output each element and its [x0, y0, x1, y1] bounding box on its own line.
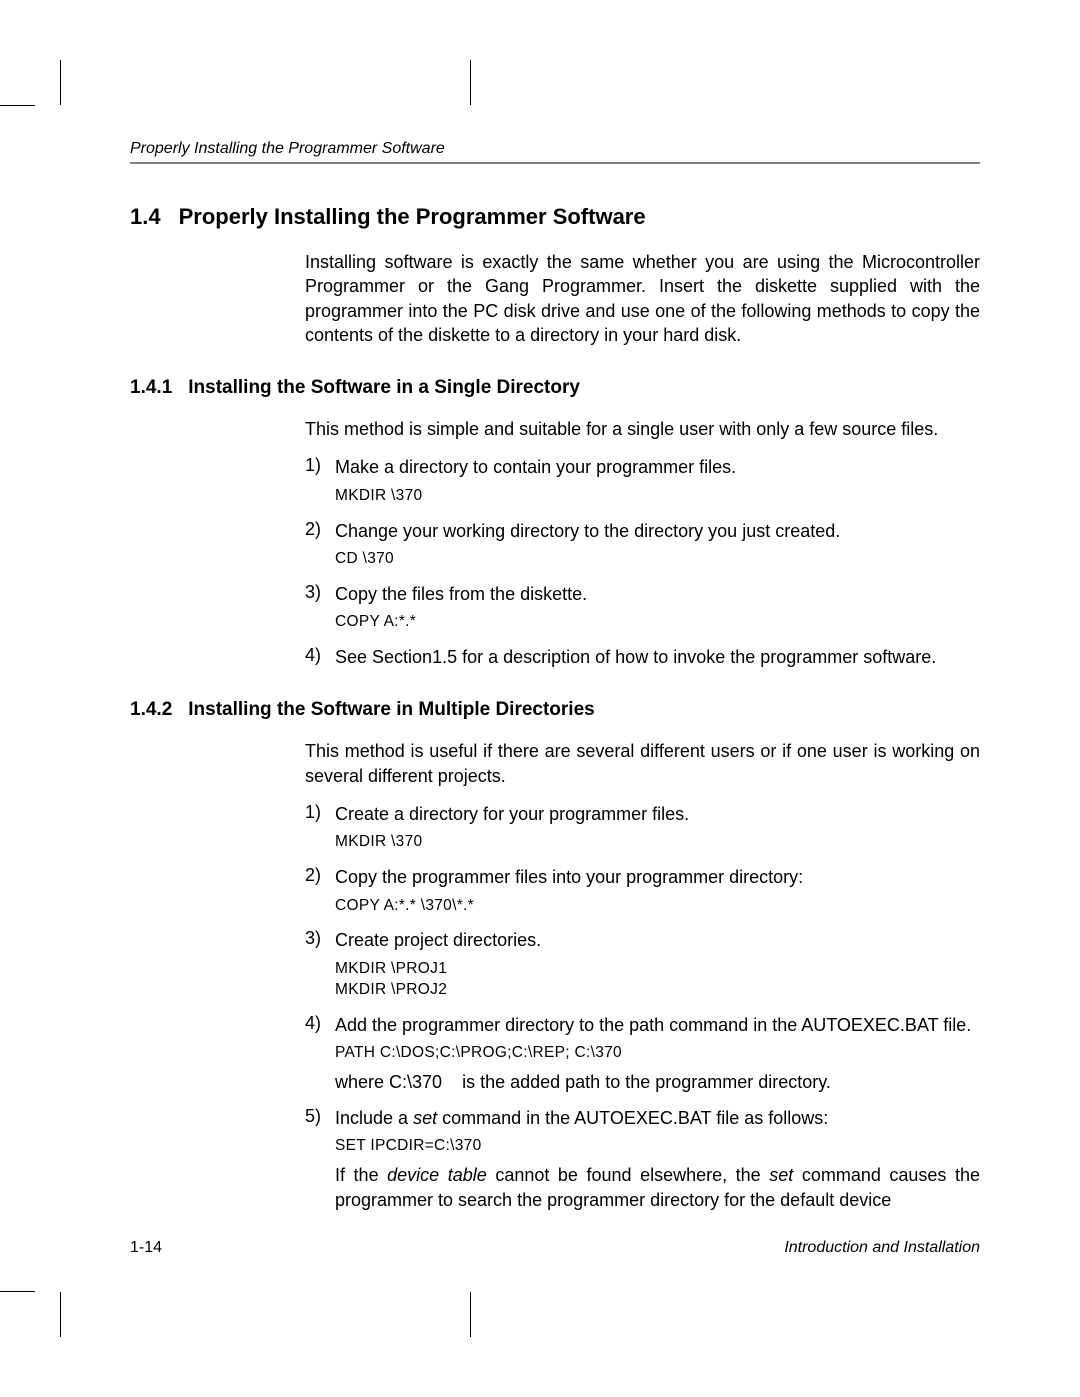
step-note: If the device table cannot be found else… — [335, 1163, 980, 1212]
command-text: MKDIR \PROJ1 — [335, 959, 980, 980]
note-italic: set — [769, 1165, 793, 1185]
subsection-number: 1.4.2 — [130, 699, 172, 721]
step-list: 1) Create a directory for your programme… — [305, 802, 980, 1212]
step-text: Make a directory to contain your program… — [335, 457, 736, 477]
subsection-heading: 1.4.2 Installing the Software in Multiple… — [130, 699, 980, 721]
step-item: 4) Add the programmer directory to the p… — [305, 1013, 980, 1095]
command-text: COPY A:*.* — [335, 612, 980, 633]
step-item: 3) Copy the files from the diskette. COP… — [305, 582, 980, 633]
note-part: If the — [335, 1165, 387, 1185]
step-text: Copy the programmer files into your prog… — [335, 867, 803, 887]
page: Properly Installing the Programmer Softw… — [0, 0, 1080, 1397]
step-item: 1) Create a directory for your programme… — [305, 802, 980, 853]
step-body: See Section1.5 for a description of how … — [335, 645, 980, 669]
subsection-heading: 1.4.1 Installing the Software in a Single… — [130, 377, 980, 399]
step-text-part: command in the AUTOEXEC.BAT file as foll… — [437, 1108, 828, 1128]
step-item: 2) Copy the programmer files into your p… — [305, 865, 980, 916]
step-number: 2) — [305, 865, 335, 916]
subsection-title: Installing the Software in Multiple Dire… — [188, 699, 594, 720]
step-body: Create project directories. MKDIR \PROJ1… — [335, 928, 980, 1000]
command-text: CD \370 — [335, 549, 980, 570]
step-body: Add the programmer directory to the path… — [335, 1013, 980, 1095]
step-number: 3) — [305, 582, 335, 633]
step-item: 1) Make a directory to contain your prog… — [305, 455, 980, 506]
step-body: Create a directory for your programmer f… — [335, 802, 980, 853]
step-text-italic: set — [413, 1108, 437, 1128]
step-item: 3) Create project directories. MKDIR \PR… — [305, 928, 980, 1000]
step-body: Copy the programmer files into your prog… — [335, 865, 980, 916]
step-note: where C:\370 is the added path to the pr… — [335, 1070, 980, 1094]
running-header: Properly Installing the Programmer Softw… — [130, 140, 980, 158]
step-number: 1) — [305, 455, 335, 506]
step-text: See Section1.5 for a description of how … — [335, 647, 936, 667]
step-body: Change your working directory to the dir… — [335, 519, 980, 570]
subsection-intro: This method is useful if there are sever… — [305, 739, 980, 788]
step-body: Include a set command in the AUTOEXEC.BA… — [335, 1106, 980, 1212]
step-item: 4) See Section1.5 for a description of h… — [305, 645, 980, 669]
step-number: 2) — [305, 519, 335, 570]
step-text-part: Include a — [335, 1108, 413, 1128]
command-text: PATH C:\DOS;C:\PROG;C:\REP; C:\370 — [335, 1043, 980, 1064]
page-footer: 1-14 Introduction and Installation — [130, 1239, 980, 1257]
step-number: 3) — [305, 928, 335, 1000]
step-body: Copy the files from the diskette. COPY A… — [335, 582, 980, 633]
command-text: SET IPCDIR=C:\370 — [335, 1136, 980, 1157]
subsection-intro: This method is simple and suitable for a… — [305, 417, 980, 441]
note-italic: device table — [387, 1165, 487, 1185]
subsection-number: 1.4.1 — [130, 377, 172, 399]
subsection-title: Installing the Software in a Single Dire… — [188, 377, 580, 398]
step-text: Copy the files from the diskette. — [335, 584, 587, 604]
step-text: Create a directory for your programmer f… — [335, 804, 689, 824]
section-heading: 1.4 Properly Installing the Programmer So… — [130, 204, 980, 230]
section-intro: Installing software is exactly the same … — [305, 250, 980, 347]
step-text: Change your working directory to the dir… — [335, 521, 840, 541]
command-text: MKDIR \PROJ2 — [335, 980, 980, 1001]
note-part: cannot be found elsewhere, the — [487, 1165, 769, 1185]
step-text: Add the programmer directory to the path… — [335, 1015, 971, 1035]
page-number: 1-14 — [130, 1239, 162, 1257]
note-part: where C:\370 — [335, 1072, 442, 1092]
chapter-name: Introduction and Installation — [784, 1239, 980, 1257]
step-body: Make a directory to contain your program… — [335, 455, 980, 506]
step-number: 4) — [305, 645, 335, 669]
step-item: 2) Change your working directory to the … — [305, 519, 980, 570]
header-rule — [130, 162, 980, 164]
section-title: Properly Installing the Programmer Softw… — [179, 204, 646, 229]
section-number: 1.4 — [130, 204, 161, 230]
step-number: 4) — [305, 1013, 335, 1095]
note-part: is the added path to the programmer dire… — [462, 1072, 831, 1092]
step-list: 1) Make a directory to contain your prog… — [305, 455, 980, 669]
command-text: COPY A:*.* \370\*.* — [335, 896, 980, 917]
step-text: Create project directories. — [335, 930, 541, 950]
step-item: 5) Include a set command in the AUTOEXEC… — [305, 1106, 980, 1212]
step-number: 1) — [305, 802, 335, 853]
command-text: MKDIR \370 — [335, 832, 980, 853]
step-number: 5) — [305, 1106, 335, 1212]
command-text: MKDIR \370 — [335, 486, 980, 507]
